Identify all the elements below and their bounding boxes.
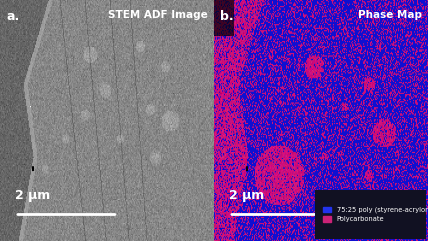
Text: 2 μm: 2 μm xyxy=(15,189,50,202)
Text: 2 μm: 2 μm xyxy=(229,189,264,202)
Text: STEM ADF Image: STEM ADF Image xyxy=(108,10,208,20)
Text: a.: a. xyxy=(6,10,20,23)
Text: Phase Map: Phase Map xyxy=(357,10,422,20)
Text: b.: b. xyxy=(220,10,234,23)
